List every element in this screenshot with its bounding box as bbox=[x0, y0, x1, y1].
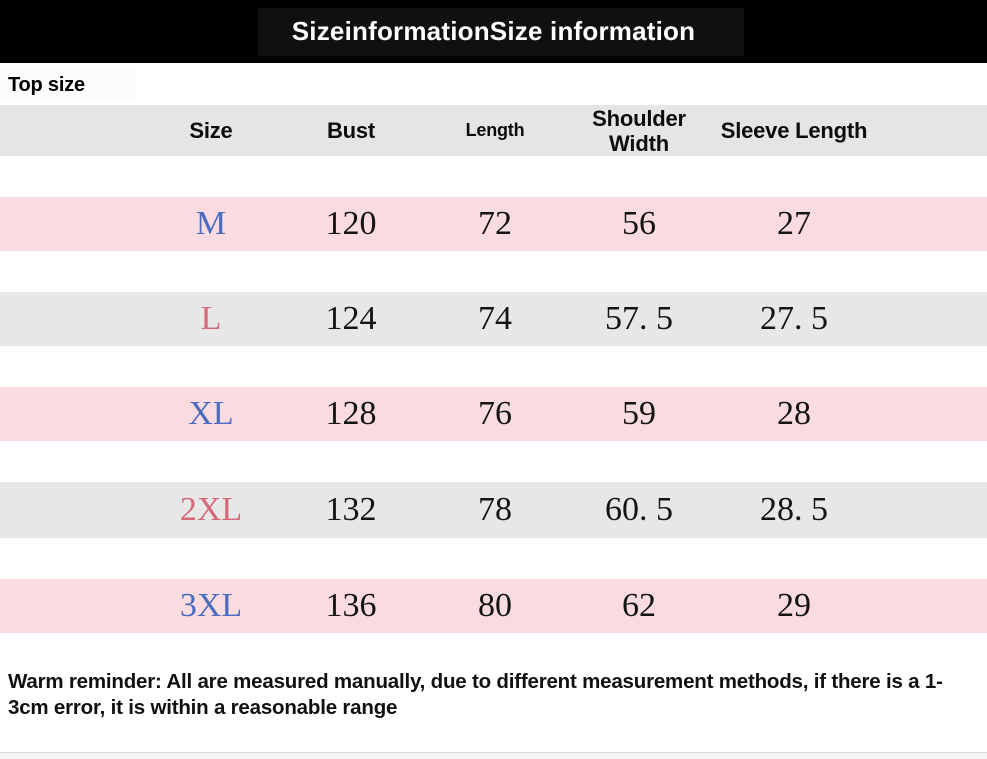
bottom-divider bbox=[0, 752, 987, 759]
warm-reminder-note: Warm reminder: All are measured manually… bbox=[8, 670, 943, 719]
section-label: Top size bbox=[8, 74, 85, 96]
column-header-bust: Bust bbox=[326, 118, 376, 143]
size-cell: 2XL bbox=[179, 491, 243, 528]
length-cell: 78 bbox=[478, 491, 512, 528]
column-header-length: Length bbox=[465, 120, 525, 140]
page-title: SizeinformationSize information bbox=[291, 16, 696, 46]
table-row-l: L 124 74 57. 5 27. 5 bbox=[0, 292, 987, 346]
sleeve-length-cell: 28. 5 bbox=[760, 491, 828, 528]
shoulder-width-cell: 56 bbox=[622, 205, 656, 242]
table-row-m: M 120 72 56 27 bbox=[0, 197, 987, 251]
section-label-box: Top size bbox=[0, 69, 136, 102]
bust-cell: 124 bbox=[325, 300, 377, 337]
bust-cell: 132 bbox=[325, 491, 377, 528]
length-cell: 74 bbox=[478, 300, 512, 337]
length-cell: 72 bbox=[478, 205, 512, 242]
sleeve-length-cell: 28 bbox=[777, 395, 811, 432]
sleeve-length-cell: 27 bbox=[777, 205, 811, 242]
column-header-shoulder-width: Shoulder Width bbox=[592, 105, 686, 156]
length-cell: 80 bbox=[478, 587, 512, 624]
bust-cell: 120 bbox=[325, 205, 377, 242]
shoulder-width-cell: 59 bbox=[622, 395, 656, 432]
table-row-3xl: 3XL 136 80 62 29 bbox=[0, 579, 987, 633]
size-cell: 3XL bbox=[179, 587, 243, 624]
table-row-2xl: 2XL 132 78 60. 5 28. 5 bbox=[0, 482, 987, 538]
sleeve-length-cell: 27. 5 bbox=[760, 300, 828, 337]
column-header-sleeve-length: Sleeve Length bbox=[720, 118, 868, 143]
shoulder-width-cell: 60. 5 bbox=[605, 491, 673, 528]
title-panel bbox=[258, 8, 744, 56]
length-cell: 76 bbox=[478, 395, 512, 432]
shoulder-width-cell: 57. 5 bbox=[605, 300, 673, 337]
title-bar: SizeinformationSize information bbox=[0, 0, 987, 63]
sleeve-length-cell: 29 bbox=[777, 587, 811, 624]
size-cell: M bbox=[195, 205, 227, 242]
size-cell: XL bbox=[188, 395, 234, 432]
column-header-size: Size bbox=[189, 118, 233, 143]
size-cell: L bbox=[200, 300, 222, 337]
table-row-xl: XL 128 76 59 28 bbox=[0, 387, 987, 441]
bust-cell: 136 bbox=[325, 587, 377, 624]
table-header-row: Size Bust Length Shoulder Width Sleeve L… bbox=[0, 105, 987, 156]
shoulder-width-cell: 62 bbox=[622, 587, 656, 624]
bust-cell: 128 bbox=[325, 395, 377, 432]
